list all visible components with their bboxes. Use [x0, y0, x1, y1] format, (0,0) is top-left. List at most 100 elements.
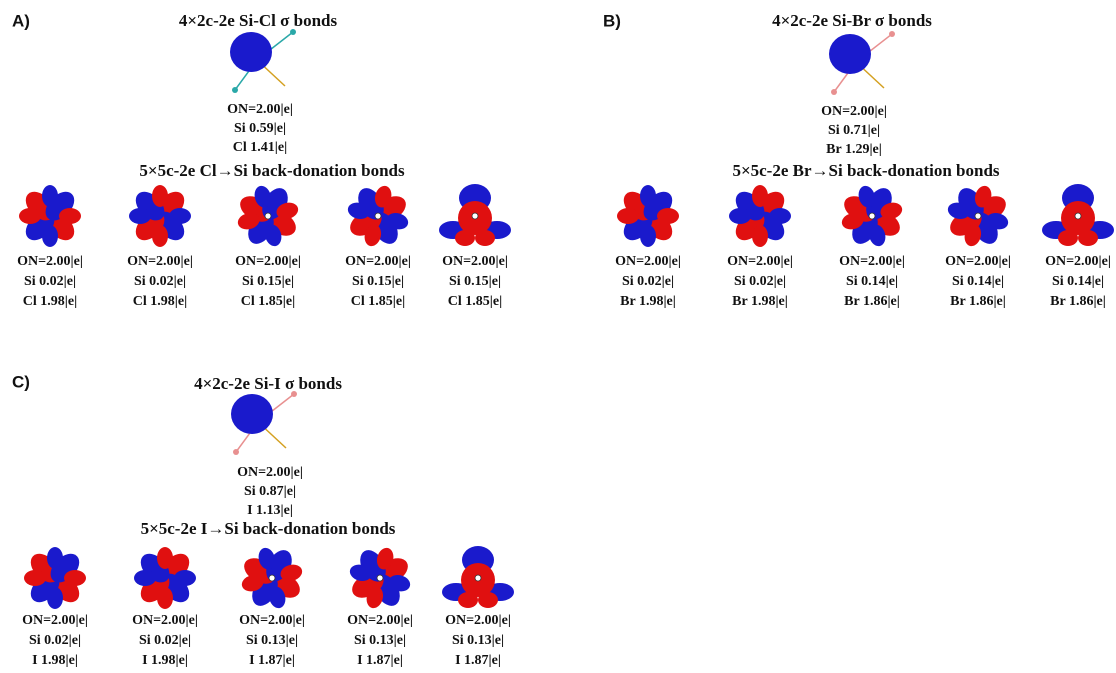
figure: A) 4×2c-2e Si-Cl σ bonds ON=2.00|e| Si 0.59… — [0, 0, 1116, 673]
orbital-occupancy: Si 0.02|e| — [734, 274, 786, 289]
sigma-occupancy: Si 0.87|e| — [244, 484, 296, 499]
backdonation-title: 5×5c-2e Cl→Si back-donation bonds — [139, 161, 405, 180]
atom — [975, 213, 981, 219]
orbital-lobe — [458, 592, 478, 608]
orbital-lobe — [617, 208, 639, 224]
panel-label: A) — [12, 11, 30, 30]
orbital-occupancy: ON=2.00|e| — [22, 613, 88, 628]
orbital-occupancy: ON=2.00|e| — [1045, 254, 1111, 269]
orbital-lobe — [129, 208, 151, 224]
orbital-occupancy: Si 0.15|e| — [352, 274, 404, 289]
sigma-occupancy: ON=2.00|e| — [227, 102, 293, 117]
orbital-occupancy: Br 1.98|e| — [732, 294, 788, 309]
orbital-occupancy: ON=2.00|e| — [615, 254, 681, 269]
atom — [232, 87, 238, 93]
orbital-occupancy: ON=2.00|e| — [127, 254, 193, 269]
orbital-occupancy: ON=2.00|e| — [235, 254, 301, 269]
orbital-lobe — [42, 225, 58, 247]
atom — [291, 391, 297, 397]
atom — [869, 213, 875, 219]
orbital-occupancy: Si 0.14|e| — [1052, 274, 1104, 289]
atom — [375, 213, 381, 219]
sigma-occupancy: ON=2.00|e| — [821, 104, 887, 119]
panel-label: C) — [12, 372, 30, 391]
orbital-occupancy: Cl 1.85|e| — [448, 294, 502, 309]
orbital-occupancy: ON=2.00|e| — [17, 254, 83, 269]
orbital-lobe — [134, 570, 156, 586]
backdonation-title: 5×5c-2e Br→Si back-donation bonds — [732, 161, 999, 180]
backdonation-title: 5×5c-2e I→Si back-donation bonds — [141, 519, 396, 538]
orbital-lobe — [829, 34, 871, 74]
orbital-occupancy: ON=2.00|e| — [839, 254, 905, 269]
orbital-occupancy: ON=2.00|e| — [239, 613, 305, 628]
sigma-occupancy: I 1.13|e| — [247, 503, 293, 518]
atom — [377, 575, 383, 581]
orbital-occupancy: Br 1.86|e| — [844, 294, 900, 309]
orbital-lobe — [47, 587, 63, 609]
orbital-occupancy: ON=2.00|e| — [727, 254, 793, 269]
atom — [472, 213, 478, 219]
panel: A) 4×2c-2e Si-Cl σ bonds ON=2.00|e| Si 0.59… — [12, 11, 511, 309]
sigma-title: 4×2c-2e Si-Br σ bonds — [772, 11, 932, 30]
orbital-lobe — [478, 592, 498, 608]
orbital-occupancy: Si 0.15|e| — [449, 274, 501, 289]
orbital-lobe — [42, 185, 58, 207]
orbital-lobe — [769, 208, 791, 224]
panel-label: B) — [603, 11, 621, 30]
orbital-lobe — [475, 230, 495, 246]
orbital-lobe — [657, 208, 679, 224]
orbital-lobe — [752, 185, 768, 207]
orbital-lobe — [152, 225, 168, 247]
orbital-occupancy: Cl 1.98|e| — [133, 294, 187, 309]
orbital-lobe — [455, 230, 475, 246]
atom — [475, 575, 481, 581]
orbital-occupancy: ON=2.00|e| — [442, 254, 508, 269]
orbital-lobe — [1078, 230, 1098, 246]
orbital-lobe — [729, 208, 751, 224]
panel: B) 4×2c-2e Si-Br σ bonds ON=2.00|e| Si 0.71… — [603, 11, 1114, 309]
orbital-lobe — [19, 208, 41, 224]
orbital-occupancy: ON=2.00|e| — [945, 254, 1011, 269]
orbital-lobe — [169, 208, 191, 224]
sigma-occupancy: Br 1.29|e| — [826, 142, 882, 157]
orbital-occupancy: I 1.87|e| — [249, 653, 295, 668]
orbital-lobe — [157, 547, 173, 569]
atom — [290, 29, 296, 35]
orbital-occupancy: Si 0.14|e| — [952, 274, 1004, 289]
orbital-occupancy: Si 0.02|e| — [29, 633, 81, 648]
orbital-lobe — [59, 208, 81, 224]
orbital-occupancy: Si 0.13|e| — [246, 633, 298, 648]
orbital-occupancy: Si 0.02|e| — [622, 274, 674, 289]
orbital-occupancy: Si 0.02|e| — [139, 633, 191, 648]
orbital-lobe — [640, 225, 656, 247]
orbital-occupancy: Br 1.86|e| — [1050, 294, 1106, 309]
orbital-lobe — [231, 394, 273, 434]
orbital-occupancy: Br 1.86|e| — [950, 294, 1006, 309]
orbital-occupancy: Si 0.14|e| — [846, 274, 898, 289]
orbital-occupancy: Cl 1.85|e| — [351, 294, 405, 309]
orbital-occupancy: I 1.87|e| — [357, 653, 403, 668]
orbital-occupancy: ON=2.00|e| — [347, 613, 413, 628]
orbital-occupancy: I 1.87|e| — [455, 653, 501, 668]
sigma-occupancy: Cl 1.41|e| — [233, 140, 287, 155]
sigma-occupancy: ON=2.00|e| — [237, 465, 303, 480]
orbital-lobe — [47, 547, 63, 569]
sigma-title: 4×2c-2e Si-Cl σ bonds — [179, 11, 338, 30]
sigma-occupancy: Si 0.71|e| — [828, 123, 880, 138]
orbital-lobe — [174, 570, 196, 586]
sigma-occupancy: Si 0.59|e| — [234, 121, 286, 136]
orbital-occupancy: ON=2.00|e| — [132, 613, 198, 628]
orbital-occupancy: ON=2.00|e| — [345, 254, 411, 269]
orbital-occupancy: ON=2.00|e| — [445, 613, 511, 628]
orbital-occupancy: Si 0.13|e| — [354, 633, 406, 648]
orbital-lobe — [230, 32, 272, 72]
atom — [1075, 213, 1081, 219]
orbital-lobe — [64, 570, 86, 586]
orbital-occupancy: Br 1.98|e| — [620, 294, 676, 309]
atom — [233, 449, 239, 455]
orbital-lobe — [24, 570, 46, 586]
orbital-lobe — [752, 225, 768, 247]
atom — [831, 89, 837, 95]
orbital-occupancy: Si 0.02|e| — [24, 274, 76, 289]
